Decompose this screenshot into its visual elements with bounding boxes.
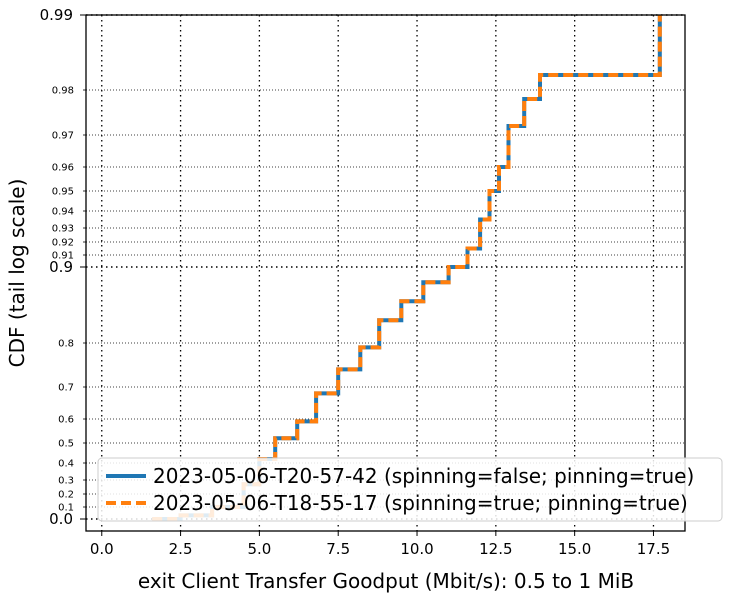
x-tick-label: 7.5 [326,540,350,558]
legend-box [97,457,723,522]
y-tick-label-minor: 0.94 [52,207,74,218]
y-tick-label-minor: 0.95 [52,187,74,198]
y-tick-label-major: 0.9 [49,258,73,276]
legend-entry-2: 2023-05-06-T18-55-17 (spinning=true; pin… [153,491,688,515]
y-axis-label: CDF (tail log scale) [5,179,29,368]
legend-entry-1: 2023-05-06-T20-57-42 (spinning=false; pi… [153,464,694,488]
x-tick-label: 5.0 [247,540,271,558]
y-tick-label-minor: 0.3 [58,476,74,487]
y-tick-label-minor: 0.2 [58,490,74,501]
plot-frame [85,14,686,532]
y-tick-label-major: 0.0 [49,510,73,528]
y-tick-label-minor: 0.91 [52,251,74,262]
y-axis-ticks: 0.0 0.9 0.99 0.1 0.2 0.3 0.4 0.5 0.6 0.7 0.8 0.91 0.… [40,6,86,528]
x-tick-label: 10.0 [400,540,433,558]
y-tick-label-minor: 0.96 [52,163,74,174]
legend: 2023-05-06-T20-57-42 (spinning=false; pi… [97,457,723,522]
y-tick-label-minor: 0.98 [52,86,74,97]
x-tick-label: 15.0 [558,540,591,558]
y-tick-label-minor: 0.92 [52,238,74,249]
x-tick-label: 2.5 [169,540,193,558]
y-tick-label-minor: 0.8 [58,339,74,350]
x-tick-label: 12.5 [479,540,512,558]
x-tick-label: 0.0 [90,540,114,558]
y-tick-label-major: 0.99 [40,6,73,24]
x-axis-ticks: 0.0 2.5 5.0 7.5 10.0 12.5 15.0 17.5 [90,531,670,558]
y-tick-label-minor: 0.4 [58,459,74,470]
grid [86,14,685,531]
x-axis-label: exit Client Transfer Goodput (Mbit/s): 0… [138,569,634,593]
y-tick-label-minor: 0.97 [52,131,74,142]
y-tick-label-minor: 0.7 [58,383,74,394]
y-tick-label-minor: 0.1 [58,503,74,514]
y-tick-label-minor: 0.93 [52,224,74,235]
y-tick-label-minor: 0.6 [58,415,74,426]
x-tick-label: 17.5 [637,540,670,558]
y-tick-label-minor: 0.5 [58,439,74,450]
